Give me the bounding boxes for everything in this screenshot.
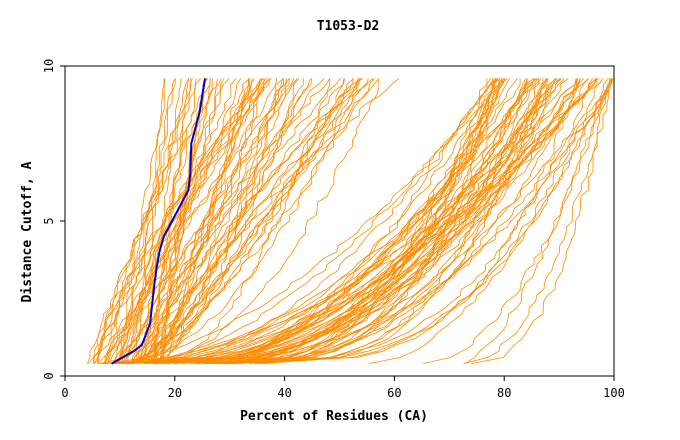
series-line bbox=[205, 78, 556, 364]
series-line bbox=[93, 78, 267, 364]
series-line bbox=[221, 78, 526, 364]
series-line bbox=[152, 78, 400, 364]
series-line bbox=[131, 78, 346, 364]
series-line bbox=[122, 78, 362, 364]
series-line bbox=[136, 78, 176, 364]
x-tick-label: 60 bbox=[387, 386, 401, 400]
series-line bbox=[121, 78, 539, 364]
series-layer bbox=[86, 78, 614, 365]
series-line bbox=[231, 78, 547, 364]
series-line bbox=[127, 78, 277, 364]
series-line bbox=[128, 78, 375, 364]
x-tick-label: 20 bbox=[168, 386, 182, 400]
series-line bbox=[113, 78, 218, 364]
series-line bbox=[423, 78, 611, 364]
series-line bbox=[93, 78, 222, 364]
series-line bbox=[161, 78, 207, 364]
series-line bbox=[463, 78, 613, 364]
y-tick-label: 5 bbox=[42, 217, 56, 224]
series-line bbox=[239, 78, 561, 364]
series-line bbox=[254, 78, 614, 364]
x-tick-label: 40 bbox=[277, 386, 291, 400]
x-tick-label: 0 bbox=[61, 386, 68, 400]
series-line bbox=[162, 78, 380, 364]
series-line bbox=[131, 78, 364, 364]
highlight-series-line bbox=[111, 78, 206, 365]
series-line bbox=[121, 78, 237, 364]
series-line bbox=[101, 78, 612, 364]
series-line bbox=[164, 78, 493, 364]
series-line bbox=[102, 78, 597, 364]
series-line bbox=[132, 78, 311, 364]
series-line bbox=[211, 78, 594, 364]
series-line bbox=[129, 78, 361, 364]
x-axis-label: Percent of Residues (CA) bbox=[240, 409, 428, 424]
series-line bbox=[258, 78, 614, 364]
series-line bbox=[202, 78, 521, 364]
y-tick-label: 10 bbox=[42, 59, 56, 73]
series-line bbox=[264, 78, 544, 364]
series-line bbox=[131, 78, 325, 364]
series-line bbox=[197, 78, 579, 364]
series-line bbox=[195, 78, 581, 364]
series-line bbox=[254, 78, 542, 364]
series-line bbox=[257, 78, 609, 364]
y-axis-label: Distance Cutoff, A bbox=[20, 161, 35, 302]
series-line bbox=[231, 78, 529, 364]
x-tick-label: 80 bbox=[497, 386, 511, 400]
series-line bbox=[162, 78, 497, 364]
series-line bbox=[102, 78, 251, 364]
chart-title: T1053-D2 bbox=[317, 19, 380, 34]
series-line bbox=[104, 78, 505, 364]
series-line bbox=[108, 78, 209, 364]
series-line bbox=[226, 78, 539, 364]
series-line bbox=[223, 78, 539, 364]
series-line bbox=[224, 78, 598, 364]
series-line bbox=[128, 78, 528, 364]
series-line bbox=[119, 78, 202, 364]
tick-layer: 0 20 40 60 80 100 0 5 10 bbox=[42, 59, 625, 400]
series-line bbox=[120, 78, 165, 364]
series-line bbox=[230, 78, 501, 364]
series-line bbox=[146, 78, 590, 364]
series-line bbox=[144, 78, 300, 364]
series-line bbox=[128, 78, 265, 364]
series-line bbox=[118, 78, 190, 364]
series-line bbox=[87, 78, 331, 364]
series-line bbox=[470, 78, 613, 364]
series-line bbox=[164, 78, 331, 364]
series-line bbox=[124, 78, 353, 364]
x-tick-label: 100 bbox=[603, 386, 625, 400]
series-line bbox=[175, 78, 599, 364]
y-tick-label: 0 bbox=[42, 372, 56, 379]
series-line bbox=[369, 78, 612, 364]
series-line bbox=[181, 78, 506, 364]
series-line bbox=[139, 78, 211, 364]
series-line bbox=[109, 78, 536, 364]
series-line bbox=[205, 78, 581, 364]
series-line bbox=[213, 78, 491, 364]
series-line bbox=[143, 78, 379, 364]
series-line bbox=[155, 78, 547, 364]
series-line bbox=[220, 78, 499, 364]
series-line bbox=[464, 78, 611, 364]
series-line bbox=[115, 78, 285, 364]
series-line bbox=[119, 78, 166, 364]
series-line bbox=[208, 78, 497, 364]
series-line bbox=[141, 78, 359, 364]
series-line bbox=[105, 78, 255, 364]
series-line bbox=[227, 78, 557, 364]
series-line bbox=[203, 78, 498, 364]
series-line bbox=[127, 78, 298, 364]
series-line bbox=[123, 78, 577, 364]
